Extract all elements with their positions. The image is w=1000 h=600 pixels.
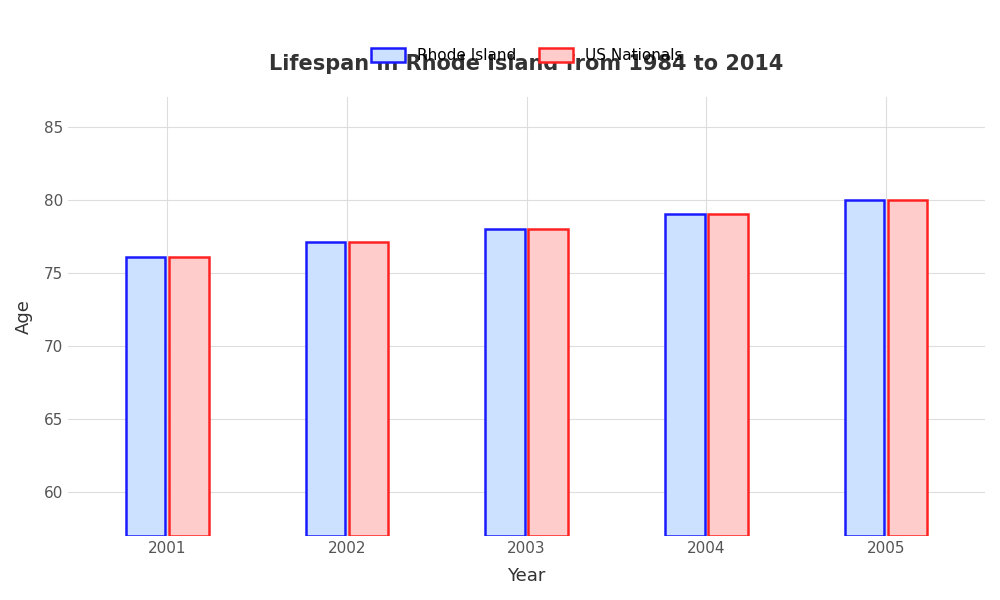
- Bar: [528, 229, 568, 536]
- Legend: Rhode Island, US Nationals: Rhode Island, US Nationals: [371, 48, 682, 63]
- X-axis label: Year: Year: [507, 567, 546, 585]
- Bar: [845, 200, 884, 536]
- Title: Lifespan in Rhode Island from 1984 to 2014: Lifespan in Rhode Island from 1984 to 20…: [269, 53, 784, 74]
- Bar: [306, 242, 345, 536]
- Bar: [708, 214, 748, 536]
- Bar: [485, 229, 525, 536]
- Bar: [665, 214, 705, 536]
- Bar: [888, 200, 927, 536]
- Y-axis label: Age: Age: [15, 299, 33, 334]
- Bar: [349, 242, 388, 536]
- Bar: [169, 257, 209, 536]
- Bar: [126, 257, 165, 536]
